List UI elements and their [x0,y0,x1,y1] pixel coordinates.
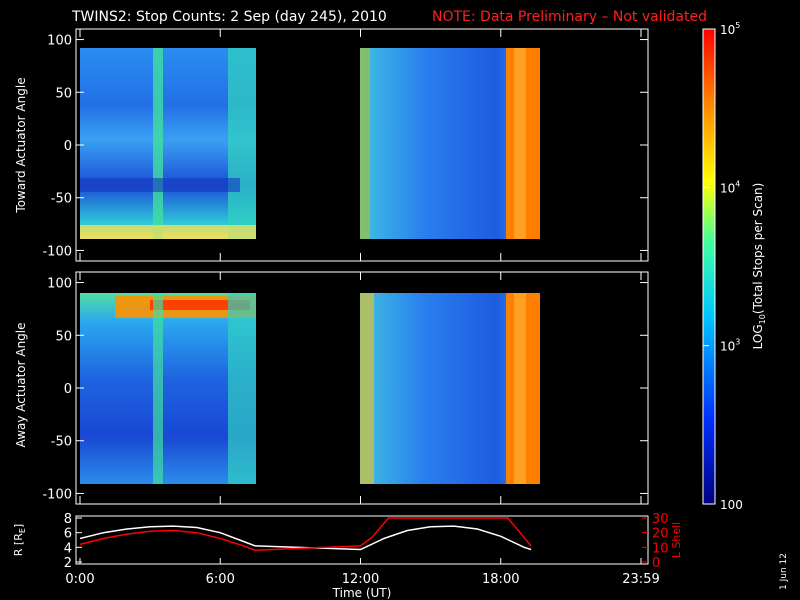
colorbar-label: LOG10(Total Stops per Scan) [751,183,767,350]
away-panel: Away Actuator Angle 100 50 0 -50 -100 [14,271,649,505]
orbit-xtick-label: 18:00 [482,572,519,587]
orbit-ytick-label: 2 [64,556,72,571]
toward-panel: Toward Actuator Angle 100 50 0 -50 -100 [14,28,649,262]
away-ytick-label: -50 [51,435,72,450]
away-band-start [360,293,374,484]
colorbar-tick-label: 100 [720,498,743,512]
orbit-y2label: L Shell [670,522,683,558]
toward-dark-band [80,178,240,192]
orbit-xtick-label: 23:59 [622,572,659,587]
radius-line [79,525,532,551]
orbit-xtick-label: 12:00 [342,572,379,587]
orbit-xtick-label: 0:00 [65,572,94,587]
away-band-late [228,293,256,484]
away-ytick-label: 50 [55,329,72,344]
away-hot-band-core [150,300,250,310]
toward-ytick-label: 100 [47,34,72,49]
toward-ytick-label: 50 [55,86,72,101]
orbit-y2tick-label: 20 [652,527,669,542]
away-heatmap-block-1 [80,293,256,484]
away-ytick-label: 0 [64,382,72,397]
orbit-xtick-label: 6:00 [206,572,235,587]
away-band-mid [153,293,163,484]
orbit-xlabel: Time (UT) [332,586,392,600]
colorbar: LOG10(Total Stops per Scan) 105 104 103 100 [702,21,767,512]
toward-band-late [228,48,256,239]
away-band-orange-core [514,293,526,484]
toward-band-mid [153,48,163,239]
orbit-ytick-label: 6 [64,527,72,542]
colorbar-tick-label: 105 [720,21,740,37]
toward-ytick-label: -50 [51,192,72,207]
orbit-ytick-label: 4 [64,541,72,556]
orbit-ylabel: R [RE] [12,524,27,556]
chart-title: TWINS2: Stop Counts: 2 Sep (day 245), 20… [71,9,387,25]
toward-ylabel: Toward Actuator Angle [14,77,28,213]
toward-band-orange-core [514,48,526,239]
away-ylabel: Away Actuator Angle [14,322,28,447]
toward-ytick-label: 0 [64,139,72,154]
toward-band-start [360,48,370,239]
lshell-line [79,517,532,552]
away-ytick-label: 100 [47,277,72,292]
colorbar-gradient [703,29,715,504]
toward-ytick-label: -100 [42,244,72,259]
side-date-label: 1 Jun 12 [779,553,789,590]
colorbar-tick-label: 104 [720,179,740,195]
away-ytick-label: -100 [42,487,72,502]
toward-bottom-band [80,225,256,239]
orbit-frame [75,515,649,565]
chart-note: NOTE: Data Preliminary – Not validated [432,9,707,25]
colorbar-tick-label: 103 [720,338,740,354]
toward-heatmap-block-1 [80,48,256,239]
orbit-y2tick-label: 0 [652,556,660,571]
orbit-y2tick-label: 10 [652,541,669,556]
orbit-y2tick-label: 30 [652,512,669,527]
orbit-ytick-label: 8 [64,512,72,527]
